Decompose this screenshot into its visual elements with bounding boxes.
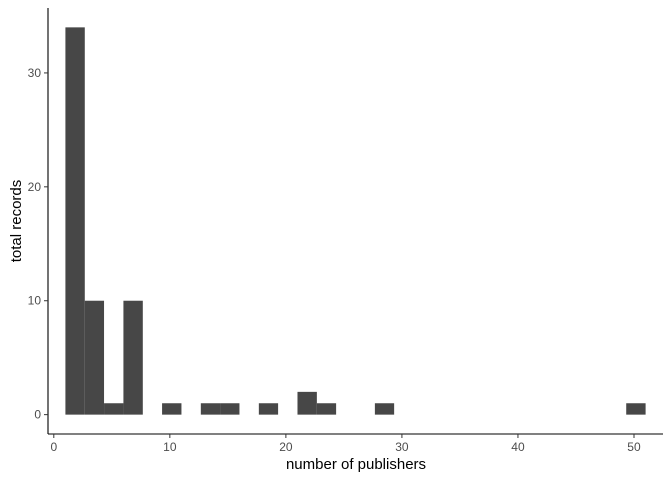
histogram-bar-10: [374, 403, 395, 415]
y-tick-label: 0: [34, 408, 41, 422]
histogram-bar-6: [220, 403, 240, 415]
histogram-bar-4: [162, 403, 182, 415]
histogram-bar-9: [316, 403, 337, 415]
histogram-bar-1: [84, 300, 105, 415]
x-axis-title: number of publishers: [286, 456, 426, 473]
y-tick-label: 30: [28, 66, 42, 80]
x-tick-label: 50: [627, 440, 641, 454]
x-tick-label: 10: [163, 440, 177, 454]
x-tick-label: 30: [395, 440, 409, 454]
y-axis-ticks: 0 10 20 30: [28, 66, 48, 422]
histogram-bar-7: [258, 403, 279, 415]
x-tick-label: 0: [50, 440, 57, 454]
histogram-bar-0: [65, 27, 85, 415]
y-axis-title: total records: [8, 180, 25, 263]
y-tick-label: 10: [28, 294, 42, 308]
x-tick-label: 20: [279, 440, 293, 454]
histogram-bar-8: [297, 391, 317, 415]
histogram-bar-5: [200, 403, 221, 415]
bars-group: [65, 27, 646, 415]
histogram-bar-2: [104, 403, 124, 415]
x-tick-label: 40: [511, 440, 525, 454]
histogram-bar-3: [123, 300, 143, 415]
histogram-bar-11: [626, 403, 646, 415]
y-tick-label: 20: [28, 180, 42, 194]
x-axis-ticks: 0 10 20 30 40 50: [50, 434, 641, 454]
